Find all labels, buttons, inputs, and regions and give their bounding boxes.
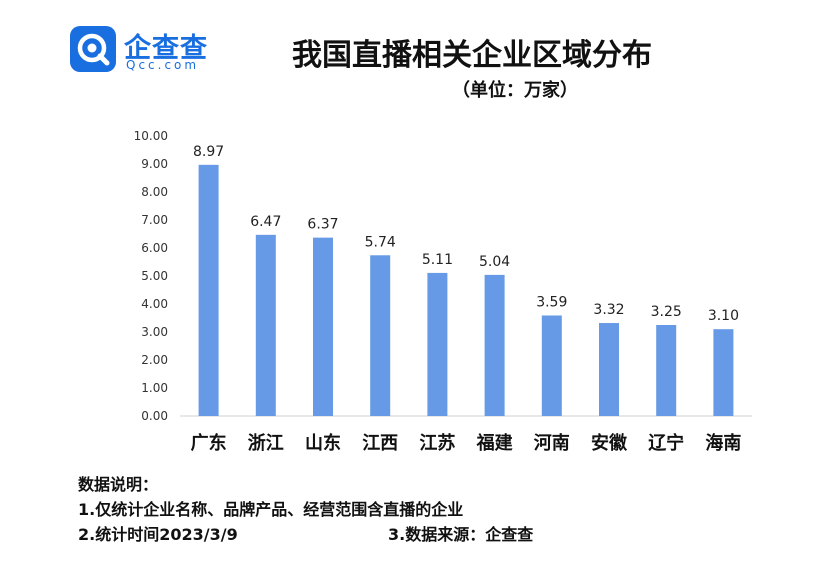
bar-福建 — [484, 274, 505, 416]
x-category-label: 广东 — [191, 432, 227, 454]
notes-line-1: 1.仅统计企业名称、品牌产品、经营范围含直播的企业 — [78, 500, 464, 519]
notes-heading: 数据说明： — [78, 475, 159, 494]
y-tick-label: 5.00 — [141, 269, 168, 283]
y-tick-label: 4.00 — [141, 297, 168, 311]
data-label: 6.47 — [250, 214, 281, 230]
qcc-logo-icon — [70, 26, 116, 72]
data-label: 5.74 — [365, 234, 396, 250]
y-tick-label: 1.00 — [141, 381, 168, 395]
logo-name-en: Qcc.com — [126, 58, 200, 72]
x-category-label: 江西 — [362, 433, 398, 454]
data-label: 3.10 — [708, 308, 739, 324]
bar-广东 — [198, 164, 219, 416]
y-tick-label: 0.00 — [141, 409, 168, 423]
bar-安徽 — [599, 323, 619, 416]
data-label: 5.04 — [479, 254, 510, 270]
logo-name-cn: 企查查 — [124, 33, 208, 64]
data-label: 6.37 — [307, 217, 338, 233]
x-category-label: 山东 — [305, 432, 341, 454]
x-category-label: 福建 — [476, 432, 513, 454]
bar-海南 — [713, 329, 734, 416]
bar-辽宁 — [656, 325, 677, 416]
chart-title: 我国直播相关企业区域分布 — [292, 38, 652, 73]
y-tick-label: 10.00 — [134, 129, 168, 143]
x-category-label: 安徽 — [591, 432, 628, 454]
bar-河南 — [541, 315, 562, 416]
bar-江西 — [370, 255, 391, 416]
y-tick-label: 9.00 — [141, 157, 168, 171]
bar-山东 — [313, 237, 333, 416]
data-label: 3.59 — [536, 294, 567, 310]
y-tick-label: 2.00 — [141, 353, 168, 367]
bar-江苏 — [427, 272, 448, 416]
y-tick-label: 6.00 — [141, 241, 168, 255]
x-category-label: 辽宁 — [648, 432, 684, 454]
data-label: 3.32 — [593, 302, 624, 318]
notes-line-2: 2.统计时间2023/3/9 — [78, 525, 238, 544]
y-tick-label: 8.00 — [141, 185, 168, 199]
y-tick-label: 7.00 — [141, 213, 168, 227]
x-category-label: 海南 — [705, 432, 741, 454]
data-label: 5.11 — [422, 252, 453, 268]
x-category-label: 河南 — [534, 432, 570, 454]
y-tick-label: 3.00 — [141, 325, 168, 339]
notes-source: 3.数据来源：企查查 — [388, 525, 534, 544]
data-label: 3.25 — [651, 304, 682, 320]
chart-subtitle: （单位：万家） — [452, 80, 578, 101]
data-notes: 数据说明： 1.仅统计企业名称、品牌产品、经营范围含直播的企业 2.统计时间20… — [78, 472, 533, 547]
bar-浙江 — [255, 234, 276, 416]
x-category-label: 江苏 — [419, 432, 455, 454]
data-label: 8.97 — [193, 144, 224, 160]
x-category-label: 浙江 — [248, 432, 284, 454]
qcc-logo: 企查查 Qcc.com — [70, 26, 230, 72]
